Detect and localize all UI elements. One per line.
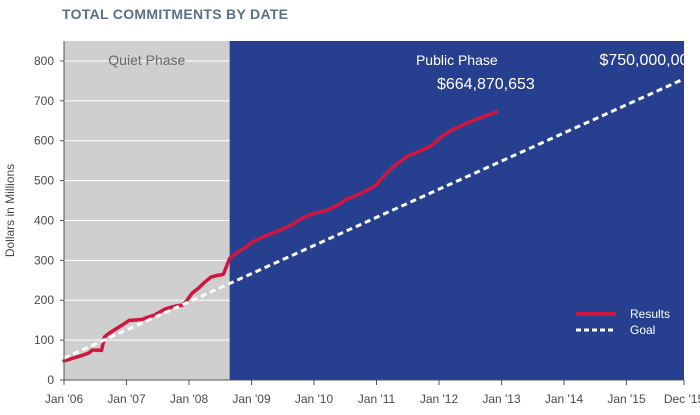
phase-label-0: Quiet Phase (108, 52, 185, 68)
x-tick-label-1: Jan '07 (107, 392, 146, 406)
y-axis-label: Dollars in Millions (3, 164, 17, 257)
y-tick-label-300: 300 (34, 253, 54, 267)
x-tick-label-4: Jan '10 (295, 392, 334, 406)
x-tick-label-0: Jan '06 (45, 392, 84, 406)
phase-band-1 (229, 41, 684, 380)
y-tick-label-0: 0 (47, 373, 54, 387)
x-tick-label-9: Jan '15 (607, 392, 646, 406)
annotation-1: $750,000,000 (599, 52, 697, 69)
phase-band-0 (64, 41, 230, 380)
chart-labels: Quiet Phase Public Phase $664,870,653 $750,… (108, 52, 697, 93)
y-grid (64, 60, 230, 341)
axes: 0 100 200 300 400 500 600 700 800 Jan '06 Jan '07 J… (3, 41, 700, 406)
x-tick-label-7: Jan '13 (482, 392, 521, 406)
x-tick-label-6: Jan '12 (420, 392, 459, 406)
y-tick-label-500: 500 (34, 174, 54, 188)
legend-label-results: Results (630, 307, 670, 321)
y-tick-label-600: 600 (34, 134, 54, 148)
phase-backgrounds (64, 41, 684, 380)
chart-title: TOTAL COMMITMENTS BY DATE (62, 6, 289, 22)
x-tick-label-8: Jan '14 (545, 392, 584, 406)
legend-label-goal: Goal (630, 323, 655, 337)
x-tick-label-10: Dec '15 (664, 392, 700, 406)
y-tick-label-200: 200 (34, 293, 54, 307)
y-tick-label-700: 700 (34, 94, 54, 108)
y-tick-label-100: 100 (34, 333, 54, 347)
y-tick-label-400: 400 (34, 213, 54, 227)
x-tick-label-5: Jan '11 (358, 392, 396, 406)
x-tick-label-2: Jan '08 (170, 392, 209, 406)
legend: Results Goal (576, 307, 670, 337)
series-line-results (62, 110, 499, 363)
series-line-goal (63, 77, 685, 360)
x-tick-label-3: Jan '09 (232, 392, 271, 406)
series-lines (62, 77, 685, 363)
phase-label-1: Public Phase (416, 52, 498, 68)
annotation-0: $664,870,653 (437, 76, 535, 93)
y-tick-label-800: 800 (34, 54, 54, 68)
